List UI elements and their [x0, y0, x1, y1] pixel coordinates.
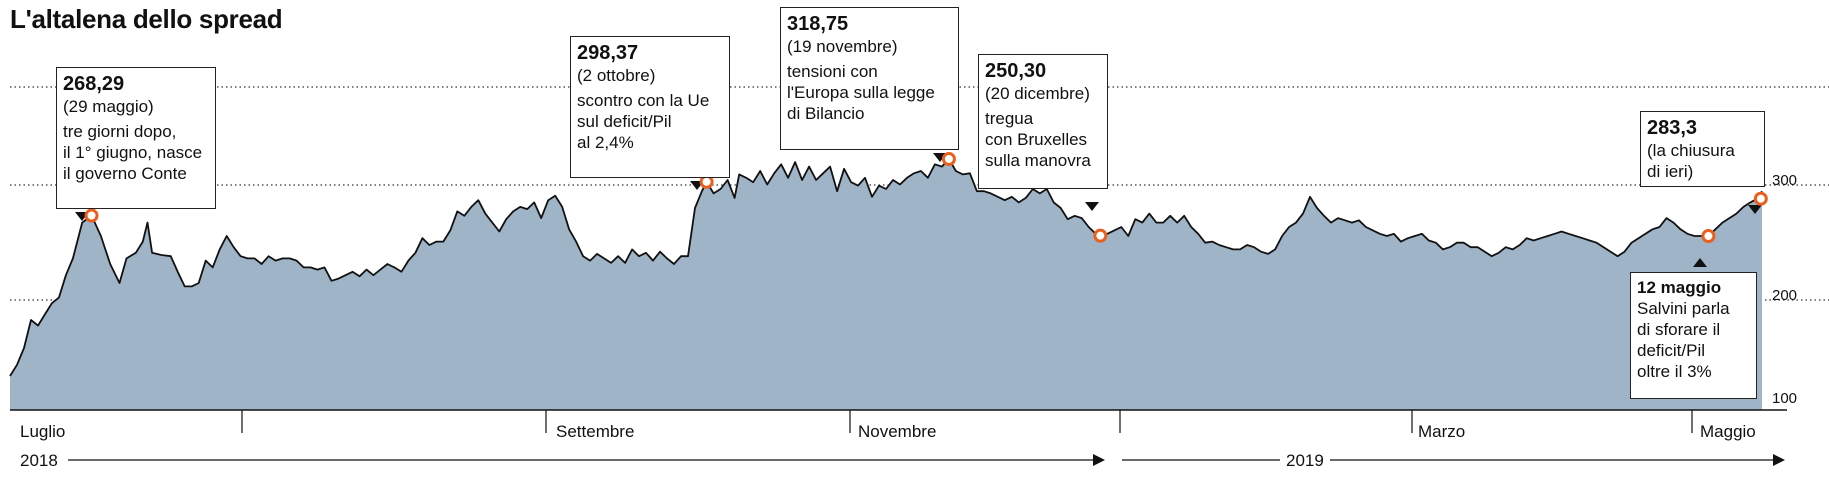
y-tick-label: 200: [1772, 287, 1797, 304]
arrow-head: [1093, 454, 1105, 466]
annotation-text: tensioni con l'Europa sulla legge di Bil…: [787, 62, 935, 123]
annotation-date: (29 maggio): [63, 97, 154, 116]
annotation-value: 250,30: [985, 60, 1047, 82]
area-series: [9, 158, 1763, 410]
x-tick-label: Luglio: [20, 422, 65, 441]
highlight-marker: [1701, 229, 1716, 243]
x-tick-label: Marzo: [1418, 422, 1465, 441]
year-label: 2019: [1286, 451, 1324, 470]
series-line: [9, 158, 1763, 377]
area-fill: [10, 159, 1762, 410]
chart-title: L'altalena dello spread: [10, 4, 283, 34]
annotation-value: 268,29: [63, 73, 125, 95]
annotation-value: 298,37: [577, 42, 639, 64]
highlight-marker: [84, 208, 99, 223]
annotation-text: tregua con Bruxelles sulla manovra: [985, 109, 1091, 170]
annotation-latest: 283,3 (la chiusura di ieri): [1640, 111, 1765, 187]
annotation-date: (la chiusura di ieri): [1647, 141, 1735, 181]
annotation-date: (19 novembre): [787, 37, 898, 56]
year-label: 2018: [20, 451, 58, 470]
annotation-text: Salvini parla di sforare il deficit/Pil …: [1637, 299, 1730, 381]
y-tick-label: 100: [1772, 390, 1797, 407]
annotation-value: 283,3: [1647, 117, 1698, 139]
annotation-date: (2 ottobre): [577, 66, 656, 85]
highlight-marker: [1093, 228, 1108, 243]
annotation-may-2018: 268,29 (29 maggio) tre giorni dopo, il 1…: [56, 67, 216, 209]
annotation-date: 12 maggio: [1637, 278, 1722, 297]
arrow-head: [1773, 454, 1785, 466]
pointer-triangle: [1693, 258, 1707, 267]
y-axis: 300 200 100: [1772, 172, 1797, 407]
x-tick-label: Maggio: [1700, 422, 1756, 441]
annotation-value: 318,75: [787, 13, 849, 35]
annotation-text: tre giorni dopo, il 1° giugno, nasce il …: [63, 122, 203, 183]
x-tick-label: Novembre: [858, 422, 936, 441]
highlight-marker: [1753, 191, 1768, 206]
annotation-text: scontro con la Ue sul deficit/Pil al 2,4…: [577, 91, 710, 152]
annotation-oct-2018: 298,37 (2 ottobre) scontro con la Ue sul…: [570, 36, 730, 178]
x-axis: Luglio Settembre Novembre Marzo Maggio 2018 20…: [10, 409, 1787, 470]
x-tick-label: Settembre: [556, 422, 634, 441]
annotation-may-2019: 12 maggio Salvini parla di sforare il de…: [1630, 272, 1757, 399]
annotation-dec-2018: 250,30 (20 dicembre) tregua con Bruxelle…: [978, 54, 1108, 189]
pointer-triangle: [1085, 202, 1099, 211]
highlight-marker: [941, 152, 956, 166]
y-tick-label: 300: [1772, 172, 1797, 189]
annotation-date: (20 dicembre): [985, 84, 1090, 103]
annotation-nov-2018: 318,75 (19 novembre) tensioni con l'Euro…: [780, 7, 959, 150]
markers: [84, 152, 1768, 243]
pointer-triangle: [1748, 205, 1762, 214]
